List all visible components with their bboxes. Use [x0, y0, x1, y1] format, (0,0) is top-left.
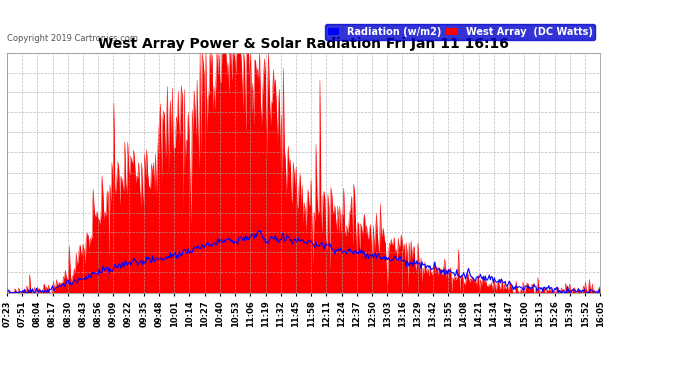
Legend: Radiation (w/m2), West Array  (DC Watts): Radiation (w/m2), West Array (DC Watts)	[324, 24, 595, 40]
Text: Copyright 2019 Cartronics.com: Copyright 2019 Cartronics.com	[7, 34, 138, 43]
Title: West Array Power & Solar Radiation Fri Jan 11 16:16: West Array Power & Solar Radiation Fri J…	[98, 38, 509, 51]
